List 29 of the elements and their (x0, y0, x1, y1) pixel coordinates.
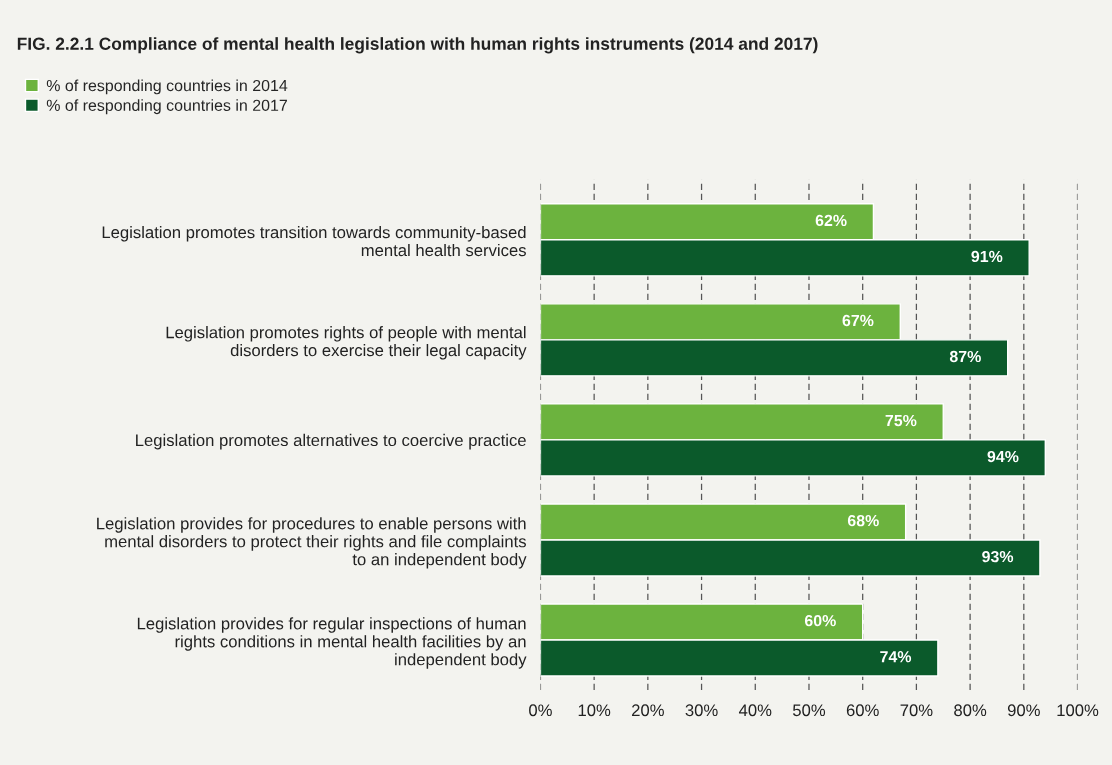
x-tick-label: 20% (632, 704, 664, 717)
y-tick-label: Legislation promotes transition towards community-based mental health services (102, 226, 526, 257)
data-label: 62% (815, 214, 847, 227)
y-tick-label: Legislation provides for procedures to enable persons with mental disorders to protect their rights and file complaints to an independent body (97, 517, 527, 569)
x-tick-label: 10% (578, 704, 611, 717)
x-tick-label: 40% (738, 704, 772, 717)
legend-label: % of responding countries in 2014 (46, 79, 288, 95)
data-label: 60% (804, 614, 836, 627)
data-label: 91% (971, 250, 1003, 263)
y-tick-label: Legislation promotes alternatives to coercive practice (136, 433, 526, 450)
data-label: 75% (885, 414, 917, 427)
data-label: 74% (880, 651, 912, 663)
data-label: 68% (847, 514, 879, 527)
legend-label: % of responding countries in 2017 (46, 99, 287, 115)
y-tick-label: Legislation promotes rights of people with mental disorders to exercise their legal capacity (166, 326, 527, 360)
x-tick-label: 70% (900, 704, 933, 717)
data-label: 87% (949, 350, 981, 363)
y-tick-label: Legislation provides for regular inspections of human rights conditions in mental health facilities by an independent body (137, 617, 527, 669)
x-tick-label: 90% (1007, 704, 1040, 717)
chart-title: FIG. 2.2.1 Compliance of mental health legislation with human rights instruments (2014 and 2017) (17, 37, 818, 54)
x-tick-label: 50% (792, 704, 826, 717)
x-tick-label: 30% (685, 704, 718, 717)
x-tick-label: 60% (846, 704, 879, 717)
x-tick-label: 0% (529, 704, 552, 717)
x-tick-label: 100% (1057, 704, 1099, 717)
data-label: 93% (982, 550, 1014, 563)
data-label: 67% (842, 314, 874, 327)
data-label: 94% (987, 450, 1019, 463)
x-tick-label: 80% (954, 704, 987, 717)
